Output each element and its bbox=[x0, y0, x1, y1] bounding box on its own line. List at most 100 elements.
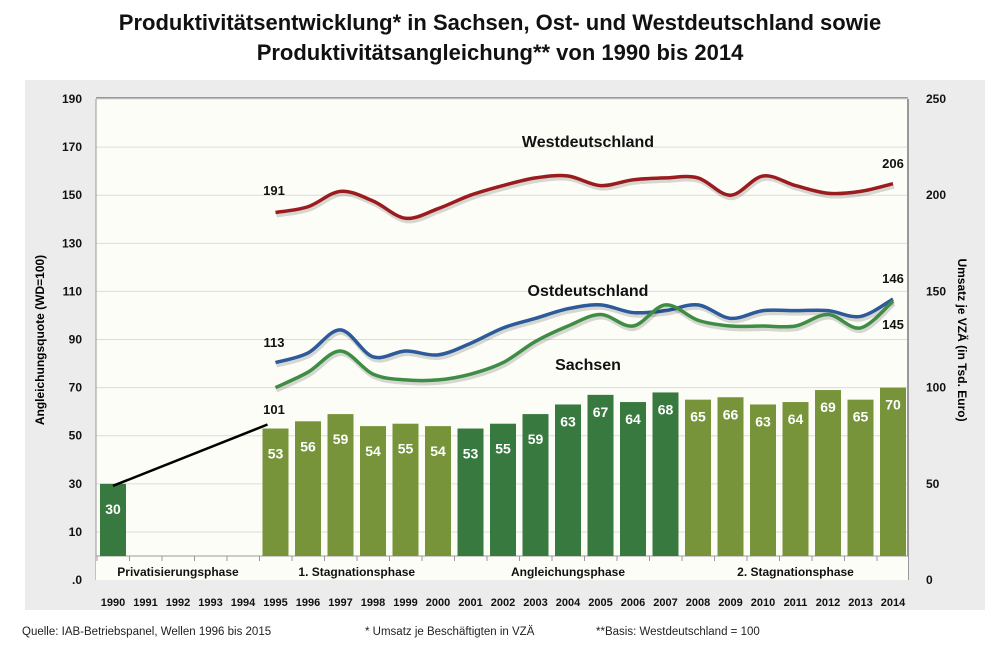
y-tick-left: 10 bbox=[69, 525, 83, 539]
x-tick-label: 2005 bbox=[588, 597, 612, 609]
y-tick-left: 50 bbox=[69, 429, 83, 443]
source-note: Quelle: IAB-Betriebspanel, Wellen 1996 b… bbox=[22, 626, 272, 638]
bar-label: 63 bbox=[560, 413, 576, 429]
line-sachsen bbox=[274, 299, 895, 390]
bar-label: 69 bbox=[820, 399, 836, 415]
series-name-ost: Ostdeutschland bbox=[528, 283, 649, 300]
x-tick-label: 2008 bbox=[686, 597, 710, 609]
bar-2013 bbox=[847, 399, 874, 556]
phase-label: Angleichungsphase bbox=[511, 565, 625, 579]
start-label-west: 191 bbox=[263, 183, 285, 198]
bar-2012 bbox=[815, 390, 841, 556]
bar-label: 59 bbox=[528, 431, 544, 447]
x-tick-label: 1994 bbox=[231, 597, 256, 609]
x-tick-label: 2014 bbox=[881, 597, 906, 609]
x-tick-label: 2001 bbox=[458, 597, 482, 609]
y-tick-left: .0 bbox=[72, 573, 82, 587]
line-shadow bbox=[275, 302, 896, 393]
bar-2014 bbox=[880, 387, 906, 556]
bar-label: 30 bbox=[105, 501, 121, 517]
y-tick-left: 190 bbox=[62, 92, 82, 106]
y-axis-label-right: Umsatz je VZÄ (in Tsd. Euro) bbox=[955, 258, 970, 421]
line-shadow bbox=[276, 176, 895, 224]
x-tick-label: 2004 bbox=[556, 597, 581, 609]
y-tick-right: 100 bbox=[926, 381, 946, 395]
bar-2004 bbox=[555, 404, 581, 556]
bar-1997 bbox=[327, 414, 354, 556]
phase-band bbox=[96, 556, 908, 580]
bar-label: 56 bbox=[300, 438, 316, 454]
bar-1999 bbox=[392, 423, 419, 556]
y-axis-label-left: Angleichungsquote (WD=100) bbox=[33, 255, 47, 425]
x-tick-label: 1990 bbox=[101, 597, 125, 609]
bar-2007 bbox=[652, 392, 679, 556]
x-tick-label: 2011 bbox=[784, 597, 808, 609]
y-tick-left: 150 bbox=[62, 188, 82, 202]
bar-2003 bbox=[522, 414, 549, 556]
bar-2005 bbox=[587, 394, 614, 556]
start-label-ost: 113 bbox=[264, 335, 285, 350]
bar-label: 64 bbox=[788, 411, 804, 427]
y-tick-right: 150 bbox=[926, 284, 946, 298]
y-tick-left: 110 bbox=[63, 284, 83, 298]
end-label-west: 206 bbox=[882, 156, 904, 171]
x-tick-label: 2009 bbox=[718, 597, 742, 609]
bar-1996 bbox=[295, 421, 321, 556]
x-tick-label: 1998 bbox=[361, 597, 385, 609]
x-tick-label: 2007 bbox=[653, 597, 677, 609]
line-westdeutschland bbox=[275, 173, 894, 221]
bar-label: 55 bbox=[495, 441, 511, 457]
bar-2001 bbox=[457, 428, 484, 556]
phase-label: Privatisierungsphase bbox=[117, 565, 239, 579]
title-line-1: Produktivitätsentwicklung* in Sachsen, O… bbox=[118, 10, 882, 35]
x-tick-label: 2010 bbox=[751, 597, 775, 609]
phase-label: 1. Stagnationsphase bbox=[298, 565, 415, 579]
y-tick-left: 70 bbox=[69, 381, 83, 395]
y-tick-right: 50 bbox=[926, 477, 940, 491]
y-tick-right: 0 bbox=[926, 573, 933, 587]
bar-label: 68 bbox=[658, 401, 674, 417]
x-tick-label: 1999 bbox=[393, 597, 417, 609]
footnote-2: **Basis: Westdeutschland = 100 bbox=[596, 626, 760, 638]
bar-2008 bbox=[685, 399, 711, 556]
line-ostdeutschland bbox=[275, 297, 894, 365]
bar-label: 64 bbox=[625, 411, 641, 427]
x-tick-label: 2003 bbox=[523, 597, 547, 609]
x-tick-label: 1992 bbox=[166, 597, 190, 609]
y-tick-left: 170 bbox=[62, 140, 82, 154]
bar-2000 bbox=[425, 426, 451, 556]
series-name-west: Westdeutschland bbox=[522, 134, 654, 151]
x-tick-label: 2012 bbox=[816, 597, 840, 609]
bar-label: 66 bbox=[723, 406, 739, 422]
bar-label: 55 bbox=[398, 441, 414, 457]
footnote-1: * Umsatz je Beschäftigten in VZÄ bbox=[365, 626, 535, 638]
bar-label: 67 bbox=[593, 404, 609, 420]
bar-2002 bbox=[490, 423, 516, 556]
bar-label: 54 bbox=[430, 443, 446, 459]
bar-2009 bbox=[717, 397, 744, 556]
y-tick-left: 130 bbox=[62, 236, 82, 250]
bar-1990 bbox=[100, 483, 126, 556]
line-shadow bbox=[275, 300, 896, 368]
x-tick-label: 2000 bbox=[426, 597, 450, 609]
bar-label: 63 bbox=[755, 413, 771, 429]
connector-line bbox=[112, 423, 268, 488]
bar-1995 bbox=[262, 428, 289, 556]
bar-label: 65 bbox=[690, 409, 706, 425]
bar-1998 bbox=[360, 426, 386, 556]
x-tick-label: 1993 bbox=[198, 597, 222, 609]
end-label-ost: 146 bbox=[882, 271, 904, 286]
bar-label: 54 bbox=[365, 443, 381, 459]
end-label-sachsen: 145 bbox=[882, 317, 904, 332]
y-tick-right: 200 bbox=[926, 188, 946, 202]
y-tick-left: 30 bbox=[69, 477, 83, 491]
bar-label: 53 bbox=[268, 446, 284, 462]
bar-label: 70 bbox=[885, 397, 901, 413]
bar-label: 59 bbox=[333, 431, 349, 447]
title-line-2: Produktivitätsangleichung** von 1990 bis… bbox=[256, 40, 744, 65]
y-tick-left: 90 bbox=[69, 333, 83, 347]
start-label-sachsen: 101 bbox=[263, 402, 285, 417]
series-name-sachsen: Sachsen bbox=[555, 357, 621, 374]
bar-2011 bbox=[782, 402, 809, 556]
